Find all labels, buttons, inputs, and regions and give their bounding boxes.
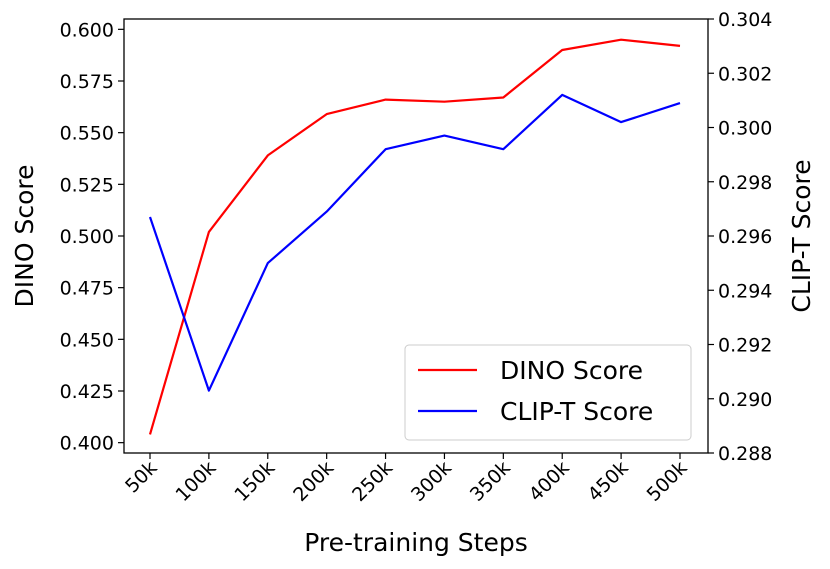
right-y-tick-label: 0.296	[718, 226, 772, 248]
x-tick-label: 50k	[121, 457, 161, 497]
left-y-tick-label: 0.600	[60, 19, 114, 41]
x-tick-label: 250k	[348, 457, 397, 506]
x-tick-label: 150k	[230, 457, 279, 506]
legend-box	[404, 344, 692, 441]
right-y-tick-label: 0.302	[718, 63, 772, 85]
x-tick-label: 200k	[289, 457, 338, 506]
x-tick-label: 500k	[643, 457, 692, 506]
x-tick-label: 450k	[584, 457, 633, 506]
left-y-tick-label: 0.500	[60, 226, 114, 248]
right-y-tick-label: 0.290	[718, 389, 772, 411]
right-y-axis-ticks: 0.288 0.290 0.292 0.294 0.296 0.298 0.300 0.302…	[708, 9, 772, 465]
right-y-tick-label: 0.300	[718, 118, 772, 140]
x-tick-label: 300k	[407, 457, 456, 506]
left-y-tick-label: 0.475	[60, 278, 114, 300]
right-y-tick-label: 0.292	[718, 335, 772, 357]
legend-label-dino: DINO Score	[500, 356, 643, 385]
left-y-tick-label: 0.525	[60, 174, 114, 196]
plot-frame	[123, 18, 709, 454]
left-y-axis-title: DINO Score	[10, 165, 39, 308]
right-y-axis-title: CLIP-T Score	[787, 159, 816, 312]
left-y-axis-ticks: 0.400 0.425 0.450 0.475 0.500 0.525 0.550 0.575…	[60, 19, 124, 455]
x-tick-label: 350k	[466, 457, 515, 506]
x-axis-title: Pre-training Steps	[304, 528, 528, 557]
left-y-tick-label: 0.425	[60, 381, 114, 403]
right-y-tick-label: 0.304	[718, 9, 772, 31]
legend-label-clip: CLIP-T Score	[500, 397, 653, 426]
left-y-tick-label: 0.550	[60, 123, 114, 145]
series-line-clip-t-score	[148, 93, 681, 392]
right-y-tick-label: 0.288	[718, 443, 772, 465]
x-tick-label: 100k	[171, 457, 220, 506]
series-lines	[148, 38, 681, 435]
series-line-dino-score	[148, 38, 681, 435]
left-y-tick-label: 0.400	[60, 433, 114, 455]
left-y-tick-label: 0.575	[60, 71, 114, 93]
right-y-tick-label: 0.298	[718, 172, 772, 194]
left-y-tick-label: 0.450	[60, 329, 114, 351]
x-tick-label: 400k	[525, 457, 574, 506]
x-axis-ticks: 50k 100k 150k 200k 250k 300k 350k 400k 450k 500k	[121, 453, 692, 506]
legend: DINO Score CLIP-T Score	[404, 344, 692, 441]
right-y-tick-label: 0.294	[718, 280, 772, 302]
